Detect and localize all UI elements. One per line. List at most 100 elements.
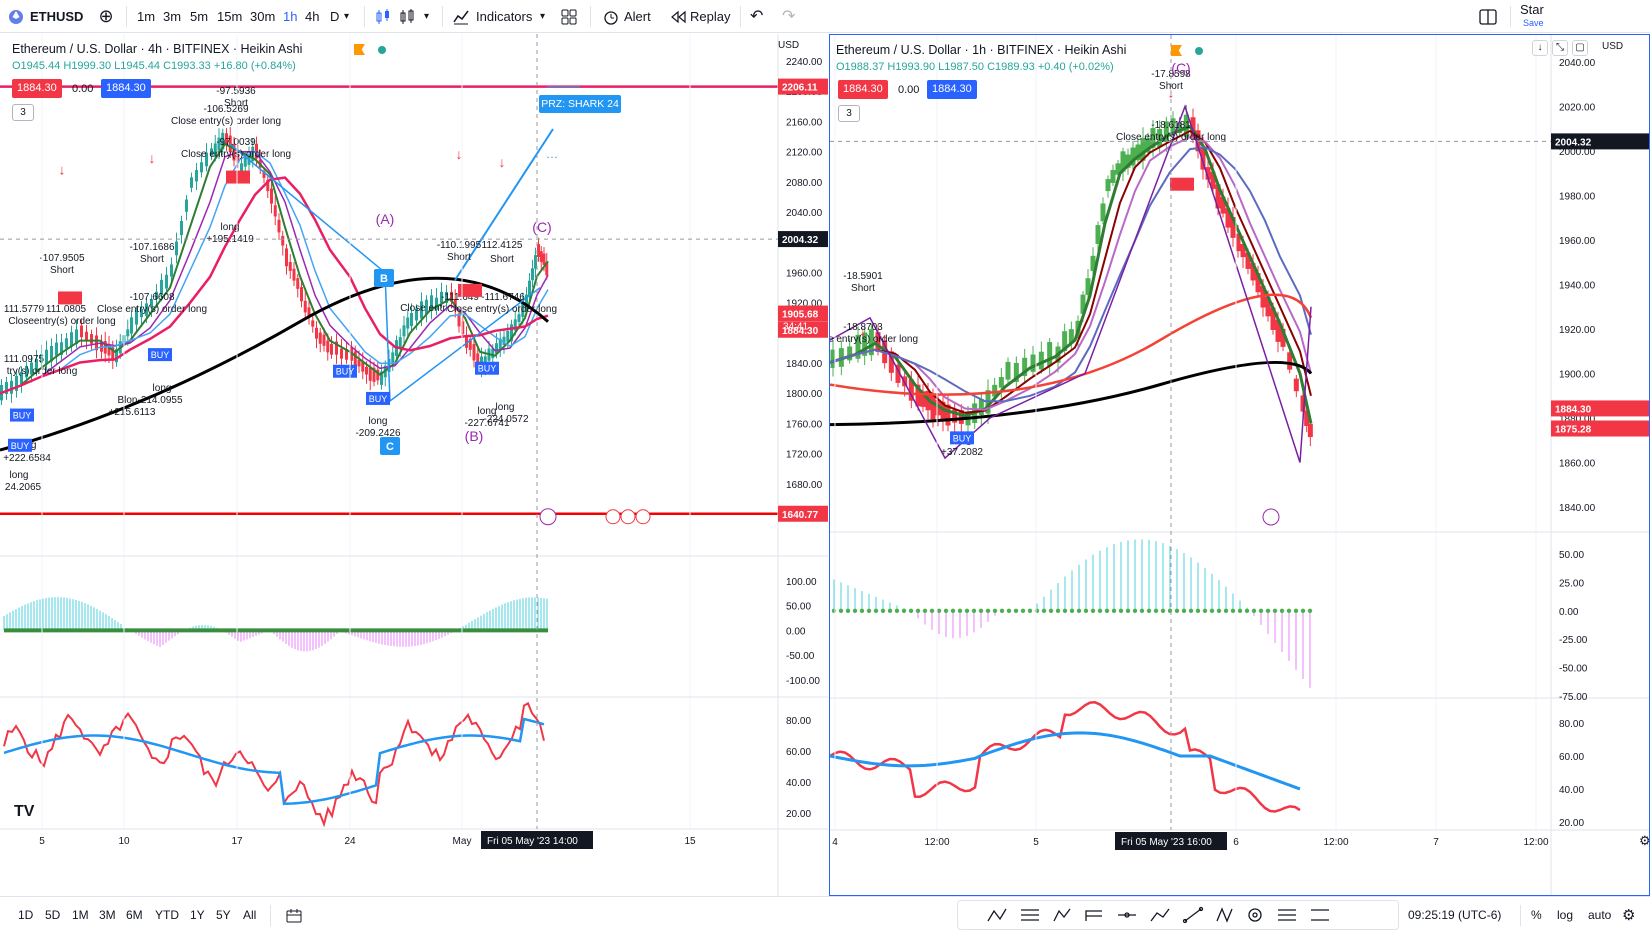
abcd-pattern-line — [229, 143, 541, 403]
indicators-icon[interactable] — [452, 0, 472, 33]
range-1y[interactable]: 1Y — [190, 908, 205, 922]
percent-scale-toggle[interactable]: % — [1531, 908, 1542, 922]
alert-button[interactable]: Alert — [624, 9, 651, 24]
time-tick-label: 12:00 — [1323, 837, 1348, 848]
osc-dot — [1097, 608, 1103, 613]
candle-body — [160, 279, 163, 295]
strategy-annotation: -209.2426 — [355, 428, 400, 439]
maximize-icon[interactable]: ▢ — [1572, 40, 1588, 56]
auto-scale-toggle[interactable]: auto — [1588, 908, 1612, 922]
chart-pane-1h[interactable]: -17.8598 Short -18.6181 Close entry(s) orde… — [829, 34, 1650, 896]
interval-d[interactable]: D — [330, 9, 340, 24]
interval-30m[interactable]: 30m — [250, 9, 276, 24]
indicators-count-toggle[interactable]: 3 — [12, 104, 34, 121]
strategy-annotation: Close entry(s) order long — [447, 304, 557, 315]
interval-1m[interactable]: 1m — [137, 9, 156, 24]
osc-dot — [866, 608, 872, 613]
candle-body — [952, 409, 958, 423]
price-tick-label: 1960.00 — [1559, 236, 1596, 247]
candle-body — [70, 332, 73, 347]
buy-signal-label: BUY — [13, 411, 32, 421]
clock-timezone[interactable]: 09:25:19 (UTC-6) — [1408, 908, 1502, 922]
candle-body — [476, 353, 480, 367]
chart-type-chevron-icon[interactable]: ▾ — [424, 11, 430, 22]
scroll-down-icon[interactable]: ↓ — [1532, 40, 1548, 56]
redo-icon[interactable]: ↷ — [782, 8, 796, 25]
chart-canvas-4h[interactable]: ···BC-107.9505Short-107.1686Short-107.66… — [0, 34, 828, 896]
indicators-button[interactable]: Indicators — [476, 9, 533, 24]
strategy-annotation: -106.5269 — [203, 104, 248, 115]
collapse-icon[interactable]: ⤡ — [1552, 40, 1568, 56]
candle-body — [90, 334, 93, 344]
candles-chart-type-icon[interactable] — [374, 0, 394, 33]
indicators-chevron-icon[interactable]: ▾ — [540, 11, 546, 22]
buy-price-box[interactable]: 1884.30 — [927, 80, 977, 99]
time-tick-label: 7 — [1433, 837, 1439, 848]
alert-clock-icon[interactable] — [602, 0, 622, 33]
osc-dot — [964, 608, 970, 613]
osc-tick-label: -75.00 — [1559, 692, 1588, 703]
symbol-search[interactable]: ETHUSD — [30, 9, 84, 24]
heikin-ashi-chart-type-icon[interactable] — [398, 0, 418, 33]
layout-icon[interactable] — [1479, 0, 1499, 33]
time-tick-label: 15 — [684, 836, 696, 847]
currency-label[interactable]: USD — [778, 40, 800, 51]
osc-dot — [915, 608, 921, 613]
star-label[interactable]: Star — [1520, 2, 1544, 17]
drawing-tools-icons[interactable] — [958, 901, 1398, 929]
replay-icon[interactable] — [669, 0, 689, 33]
range-5d[interactable]: 5D — [45, 908, 61, 922]
candle-body — [345, 349, 348, 360]
interval-1h[interactable]: 1h — [283, 9, 298, 24]
sell-price-box[interactable]: 1884.30 — [838, 80, 888, 99]
buy-signal-box — [333, 364, 357, 378]
price-axis-label: 2004.32 — [1555, 137, 1592, 148]
candle-body — [236, 154, 240, 163]
range-1d[interactable]: 1D — [18, 908, 34, 922]
ma-purple-line — [830, 136, 1312, 411]
interval-5m[interactable]: 5m — [190, 9, 209, 24]
range-1m[interactable]: 1M — [72, 908, 89, 922]
candle-body — [1307, 423, 1313, 438]
interval-3m[interactable]: 3m — [163, 9, 182, 24]
osc-dot — [1062, 608, 1068, 613]
interval-15m[interactable]: 15m — [217, 9, 243, 24]
sell-signal-box — [1170, 177, 1194, 191]
settings-gear-icon[interactable]: ⚙ — [1622, 907, 1636, 924]
range-3m[interactable]: 3M — [99, 908, 116, 922]
undo-icon[interactable]: ↶ — [750, 8, 764, 25]
interval-4h[interactable]: 4h — [305, 9, 320, 24]
compare-add-icon[interactable]: ⊕ — [98, 6, 114, 26]
candle-body — [190, 177, 193, 188]
osc-dot — [1132, 608, 1138, 613]
candle-body — [539, 251, 543, 262]
candle-body — [1183, 114, 1189, 138]
date-range-icon[interactable] — [286, 897, 304, 934]
save-label[interactable]: Save — [1523, 18, 1544, 28]
range-ytd[interactable]: YTD — [155, 908, 179, 922]
osc-dot — [831, 608, 837, 613]
flag-icon[interactable] — [1171, 45, 1182, 56]
sell-price-box[interactable]: 1884.30 — [12, 79, 62, 98]
log-scale-toggle[interactable]: log — [1557, 908, 1574, 922]
buy-price-box[interactable]: 1884.30 — [101, 79, 151, 98]
candle-body — [195, 170, 198, 182]
osc-dot — [985, 608, 991, 613]
chart-pane-4h[interactable]: ··· B C -107.9505 Short -107.1686 Short -107.66… — [0, 34, 828, 896]
candle-body — [830, 349, 836, 368]
range-5y[interactable]: 5Y — [216, 908, 231, 922]
price-tick-label: 2040.00 — [786, 208, 823, 219]
flag-icon[interactable] — [354, 44, 365, 55]
interval-dropdown-chevron-icon[interactable]: ▾ — [344, 11, 350, 22]
range-all[interactable]: All — [243, 908, 257, 922]
replay-button[interactable]: Replay — [690, 9, 731, 24]
currency-label[interactable]: USD — [1602, 41, 1624, 52]
indicators-count-toggle[interactable]: 3 — [838, 105, 860, 122]
templates-grid-icon[interactable] — [560, 0, 580, 33]
candle-body — [1145, 138, 1151, 153]
rsi-tick-label: 80.00 — [786, 716, 811, 727]
price-axis-label-box — [778, 231, 828, 248]
osc-tick-label: -50.00 — [786, 651, 815, 662]
range-6m[interactable]: 6M — [126, 908, 143, 922]
